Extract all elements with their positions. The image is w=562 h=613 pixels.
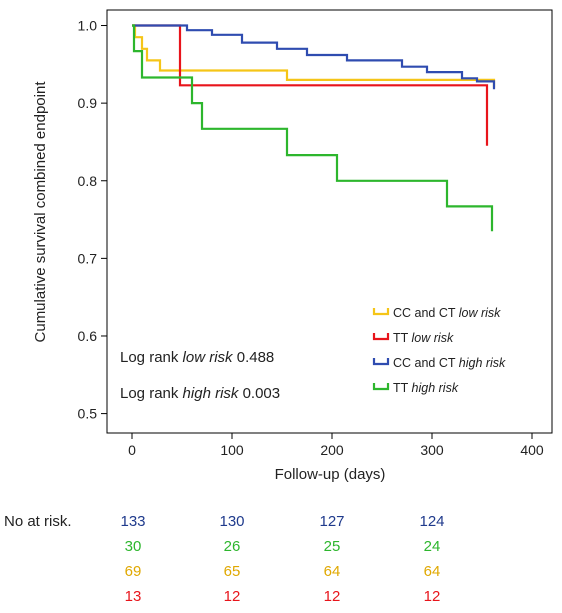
legend-entry: TT low risk [393, 331, 454, 345]
at-risk-row: 69 65 64 64 [0, 563, 562, 585]
series-line-3 [132, 24, 496, 90]
y-tick-label: 0.7 [78, 250, 98, 266]
legend-swatch [372, 333, 390, 341]
series-line-1 [132, 24, 496, 88]
y-tick-label: 1.0 [78, 18, 98, 34]
y-axis-title: Cumulative survival combined endpoint [32, 81, 49, 343]
legend-entry-main: CC and CT [393, 306, 459, 320]
x-tick-label: 0 [128, 442, 136, 458]
survival-chart: 0.5 0.6 0.7 0.8 0.9 1.0 0 100 200 300 400 Cumulati… [32, 9, 553, 483]
x-axis-title: Follow-up (days) [275, 466, 386, 483]
at-risk-count: 124 [419, 513, 445, 530]
log-rank-high-emph: high risk [183, 385, 240, 402]
at-risk-count: 12 [423, 588, 441, 605]
log-rank-high-prefix: Log rank [120, 385, 183, 402]
legend-swatch [372, 383, 390, 391]
at-risk-count: 26 [223, 538, 241, 555]
at-risk-count: 30 [124, 538, 142, 555]
log-rank-high-risk: Log rank high risk 0.003 [120, 385, 280, 402]
x-tick-label: 200 [320, 442, 344, 458]
legend-entry-main: TT [393, 381, 412, 395]
legend-entry: CC and CT low risk [393, 306, 501, 320]
series-line-4 [132, 24, 494, 232]
at-risk-count: 130 [219, 513, 245, 530]
log-rank-high-value: 0.003 [238, 385, 280, 402]
legend-swatch [372, 308, 390, 316]
survival-curves [132, 24, 496, 232]
at-risk-count: 133 [120, 513, 146, 530]
y-tick-label: 0.8 [78, 173, 98, 189]
log-rank-low-value: 0.488 [233, 349, 275, 366]
x-tick-label: 100 [220, 442, 244, 458]
log-rank-low-risk: Log rank low risk 0.488 [120, 349, 274, 366]
at-risk-count: 24 [423, 538, 441, 555]
at-risk-label: No at risk. [4, 513, 72, 530]
legend-entry: TT high risk [393, 381, 459, 395]
y-tick-label: 0.9 [78, 95, 98, 111]
log-rank-low-prefix: Log rank [120, 349, 183, 366]
axes: 0.5 0.6 0.7 0.8 0.9 1.0 0 100 200 300 400 [78, 18, 544, 458]
legend-entry-emph: high risk [412, 381, 459, 395]
legend-entry-main: CC and CT [393, 356, 459, 370]
at-risk-row: 133 130 127 124 [0, 513, 562, 535]
legend-entry-emph: low risk [412, 331, 454, 345]
at-risk-count: 127 [319, 513, 345, 530]
legend-entry-emph: high risk [459, 356, 506, 370]
at-risk-row: 13 12 12 12 [0, 588, 562, 610]
at-risk-count: 65 [223, 563, 241, 580]
at-risk-count: 64 [423, 563, 441, 580]
at-risk-row: 30 26 25 24 [0, 538, 562, 560]
at-risk-count: 64 [323, 563, 341, 580]
legend-swatch [372, 358, 390, 366]
at-risk-count: 25 [323, 538, 341, 555]
at-risk-count: 13 [124, 588, 142, 605]
x-tick-label: 300 [420, 442, 444, 458]
log-rank-low-emph: low risk [183, 349, 235, 366]
legend-entry-main: TT [393, 331, 412, 345]
y-tick-label: 0.6 [78, 328, 98, 344]
at-risk-count: 12 [223, 588, 241, 605]
legend-entry-emph: low risk [459, 306, 501, 320]
x-tick-label: 400 [520, 442, 544, 458]
y-tick-label: 0.5 [78, 406, 98, 422]
at-risk-count: 12 [323, 588, 341, 605]
legend-entry: CC and CT high risk [393, 356, 506, 370]
at-risk-count: 69 [124, 563, 142, 580]
